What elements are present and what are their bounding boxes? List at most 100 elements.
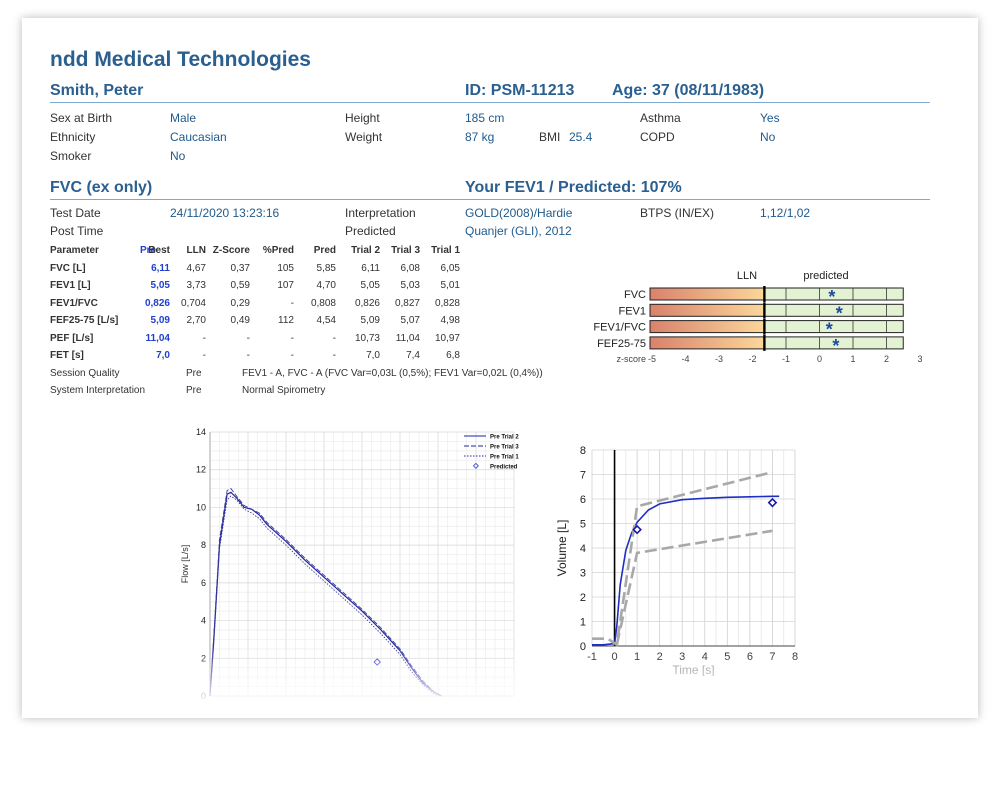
table-cell: 2,70 xyxy=(186,315,206,327)
flow-tick-label: 0 xyxy=(201,691,206,701)
time-tick-label: 5 xyxy=(724,651,730,663)
time-tick-label: 6 xyxy=(747,651,753,663)
table-cell: 7,0 xyxy=(366,350,380,362)
btps-value: 1,12/1,02 xyxy=(760,206,811,220)
table-cell: 0,828 xyxy=(434,297,460,309)
predicted-legend-label: predicted xyxy=(803,270,848,282)
volume-axis-label: Volume [L] xyxy=(555,520,569,577)
col-header-zscore: Z-Score xyxy=(212,245,250,257)
zscore-normal-band xyxy=(764,304,904,317)
zscore-row-frame xyxy=(649,303,904,317)
table-row: PEF [L/s] 11,04 - - - - 10,73 11,04 10,97 xyxy=(48,330,460,348)
table-cell: 3,73 xyxy=(186,280,206,292)
volume-tick-label: 0 xyxy=(580,641,586,653)
session-quality-text: FEV1 - A, FVC - A (FVC Var=0,03L (0,5%);… xyxy=(242,368,543,379)
flow-axis-label: Flow [L/s] xyxy=(180,545,190,584)
table-row: FEV1/FVC 0,826 0,704 0,29 - 0,808 0,826 0,827 0,… xyxy=(48,295,460,313)
zscore-tick-label: -5 xyxy=(648,354,656,364)
system-interpretation-text: Normal Spirometry xyxy=(242,385,326,396)
height-value: 185 cm xyxy=(465,111,505,125)
predicted-marker xyxy=(767,497,778,508)
table-cell: 5,09 xyxy=(360,315,380,327)
zscore-row-frame xyxy=(649,320,904,334)
time-tick-label: 8 xyxy=(792,651,798,663)
table-cell: - xyxy=(202,350,206,362)
table-cell: 0,49 xyxy=(230,315,250,327)
legend-marker xyxy=(472,462,479,469)
time-tick-label: 1 xyxy=(634,651,640,663)
table-cell: - xyxy=(290,297,294,309)
table-cell: 112 xyxy=(278,315,294,327)
volume-tick-label: 1 xyxy=(580,617,586,629)
zscore-below-lln-band xyxy=(650,336,765,349)
legend-label: Pre Trial 3 xyxy=(490,445,519,451)
time-axis-label: Time [s] xyxy=(672,663,714,676)
best-value: 5,05 xyxy=(150,280,170,292)
table-cell: 0,37 xyxy=(230,262,250,274)
flow-tick-label: 6 xyxy=(201,578,206,588)
bmi-value: 25.4 xyxy=(569,130,593,144)
parameter-name: FET [s] xyxy=(50,350,84,362)
volume-tick-label: 5 xyxy=(580,519,586,531)
predicted-marker xyxy=(373,658,381,666)
table-cell: 0,59 xyxy=(230,280,250,292)
table-cell: 4,67 xyxy=(186,262,206,274)
zscore-normal-band xyxy=(764,320,904,333)
parameter-name: FEV1/FVC xyxy=(50,297,98,309)
table-cell: - xyxy=(246,332,250,344)
test-divider xyxy=(50,199,930,200)
time-tick-label: 3 xyxy=(679,651,685,663)
zscore-row-frame xyxy=(649,287,904,301)
zscore-row: FEF25-75 * xyxy=(597,334,904,356)
zscore-row-label: FEV1 xyxy=(618,305,646,317)
zscore-below-lln-band xyxy=(650,304,765,317)
table-cell: 107 xyxy=(277,280,294,292)
table-cell: 5,07 xyxy=(400,315,420,327)
zscore-marker: * xyxy=(828,287,835,307)
table-cell: - xyxy=(246,350,250,362)
table-row: FET [s] 7,0 - - - - 7,0 7,4 6,8 xyxy=(48,347,460,365)
predicted-value: Quanjer (GLI), 2012 xyxy=(465,224,572,238)
table-cell: 6,08 xyxy=(400,262,420,274)
patient-name: Smith, Peter xyxy=(50,82,144,99)
patient-age: Age: 37 (08/11/1983) xyxy=(612,82,765,99)
flow-tick-label: 8 xyxy=(201,540,206,550)
zscore-normal-band xyxy=(764,336,904,349)
best-value: 0,826 xyxy=(144,297,170,309)
col-header-pred-percent: %Pred xyxy=(262,245,294,257)
table-cell: - xyxy=(290,350,294,362)
copd-label: COPD xyxy=(640,130,675,144)
zscore-tick-label: -1 xyxy=(782,354,790,364)
table-cell: 105 xyxy=(277,262,294,274)
flow-tick-label: 4 xyxy=(201,616,206,626)
table-cell: 5,05 xyxy=(360,280,380,292)
table-cell: 4,54 xyxy=(316,315,336,327)
weight-label: Weight xyxy=(345,130,383,144)
flow-tick-label: 10 xyxy=(196,502,206,512)
table-cell: - xyxy=(290,332,294,344)
patient-id: ID: PSM-11213 xyxy=(465,82,575,99)
time-tick-label: 0 xyxy=(611,651,617,663)
volume-tick-label: 6 xyxy=(580,494,586,506)
table-header-row: Parameter Best LLN Z-Score %Pred Pred Tr… xyxy=(48,242,460,260)
best-value: 6,11 xyxy=(151,262,170,274)
flow-tick-label: 12 xyxy=(196,465,206,475)
zscore-marker: * xyxy=(826,320,833,340)
zscore-row-frame xyxy=(649,336,904,350)
table-cell: 0,29 xyxy=(230,297,250,309)
best-value: 5,09 xyxy=(150,315,170,327)
smoker-value: No xyxy=(170,149,186,163)
zscore-tick-label: 3 xyxy=(917,354,922,364)
test-date-value: 24/11/2020 13:23:16 xyxy=(170,206,280,220)
zscore-axis-label: z-score xyxy=(616,354,646,364)
table-cell: 4,70 xyxy=(316,280,336,292)
parameter-table: Parameter Best LLN Z-Score %Pred Pred Tr… xyxy=(48,242,460,365)
zscore-row-label: FEV1/FVC xyxy=(593,322,646,334)
legend-label: Pre Trial 2 xyxy=(490,435,519,441)
zscore-tick-label: -4 xyxy=(681,354,689,364)
lln-label: LLN xyxy=(737,270,757,282)
predicted-label: Predicted xyxy=(345,224,396,238)
zscore-chart: LLN predicted FVC *FEV1 *FEV1/FVC *FEF25-75… xyxy=(593,270,922,364)
col-header-trial3: Trial 3 xyxy=(391,245,420,257)
time-tick-label: 7 xyxy=(769,651,775,663)
